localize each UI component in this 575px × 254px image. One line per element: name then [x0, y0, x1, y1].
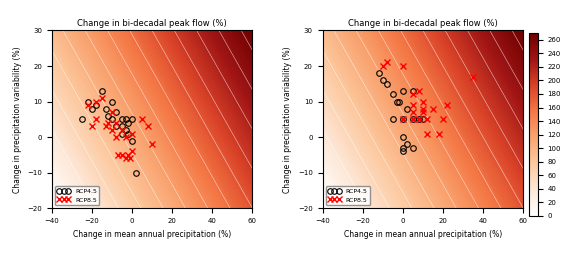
Legend: RCP4.5, RCP8.5: RCP4.5, RCP8.5	[55, 186, 99, 205]
Y-axis label: Change in precipitation variability (%): Change in precipitation variability (%)	[13, 46, 22, 193]
X-axis label: Change in mean annual precipitation (%): Change in mean annual precipitation (%)	[344, 230, 502, 239]
Title: Change in bi-decadal peak flow (%): Change in bi-decadal peak flow (%)	[348, 19, 498, 28]
Legend: RCP4.5, RCP8.5: RCP4.5, RCP8.5	[325, 186, 370, 205]
X-axis label: Change in mean annual precipitation (%): Change in mean annual precipitation (%)	[73, 230, 231, 239]
Title: Change in bi-decadal peak flow (%): Change in bi-decadal peak flow (%)	[77, 19, 227, 28]
Y-axis label: Change in precipitation variability (%): Change in precipitation variability (%)	[283, 46, 293, 193]
